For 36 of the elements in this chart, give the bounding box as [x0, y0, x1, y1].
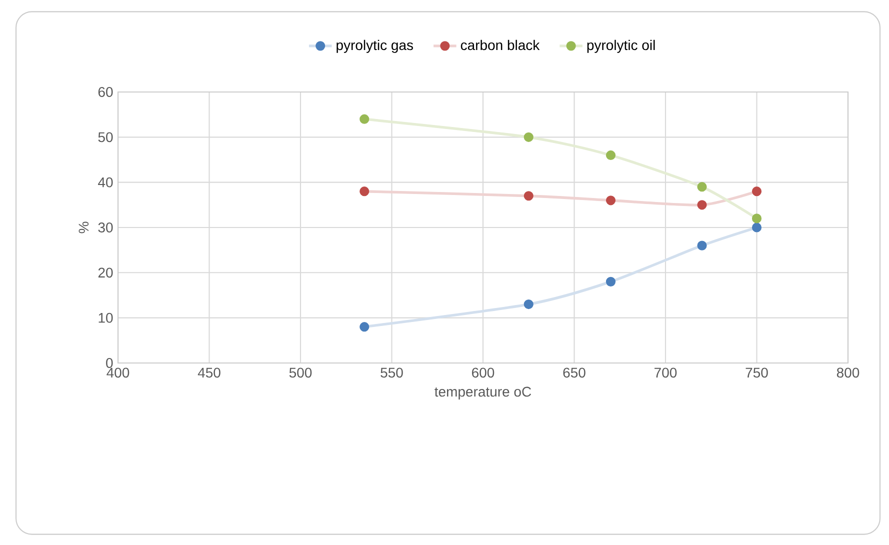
y-tick-label: 30 — [98, 222, 113, 232]
x-tick-label: 450 — [198, 368, 220, 378]
x-tick-label: 400 — [106, 368, 130, 378]
point — [524, 299, 534, 310]
point — [697, 200, 707, 210]
point — [697, 240, 707, 250]
point — [606, 276, 616, 286]
y-tick-label: 0 — [106, 358, 113, 368]
x-tick-label: 500 — [289, 368, 312, 378]
point — [524, 132, 534, 142]
point — [524, 191, 534, 201]
x-tick-label: 750 — [746, 368, 768, 378]
y-tick-label: 50 — [98, 132, 113, 142]
y-tick-label: 60 — [98, 87, 113, 97]
x-tick-label: 600 — [472, 368, 494, 378]
x-tick-label: 550 — [380, 368, 403, 378]
y-tick-label: 40 — [98, 177, 113, 188]
y-tick-label: 20 — [98, 268, 113, 278]
y-axis-title: % — [78, 222, 89, 234]
point — [360, 114, 370, 124]
x-tick-label: 700 — [654, 368, 677, 378]
point — [606, 150, 616, 160]
x-axis-title: temperature oC — [434, 386, 532, 400]
point — [752, 186, 762, 196]
legend-label: pyrolytic oil — [587, 40, 655, 53]
point — [360, 186, 370, 196]
point — [697, 182, 707, 192]
point — [360, 322, 370, 332]
y-tick-label: 10 — [98, 312, 113, 323]
point — [752, 222, 762, 232]
x-tick-label: 650 — [563, 368, 586, 378]
point — [606, 196, 616, 206]
point — [752, 214, 762, 224]
legend-label: carbon black — [460, 40, 540, 50]
x-tick-label: 800 — [836, 368, 860, 378]
legend-label: pyrolytic gas — [336, 40, 414, 53]
